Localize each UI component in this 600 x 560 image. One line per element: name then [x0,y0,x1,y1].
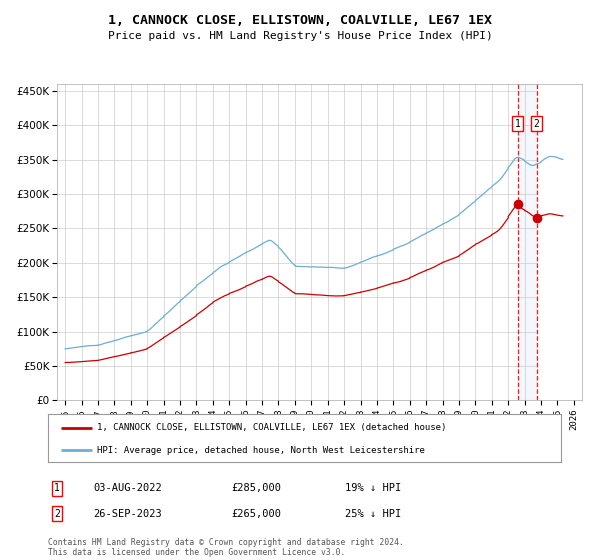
Text: 19% ↓ HPI: 19% ↓ HPI [345,483,401,493]
Text: 25% ↓ HPI: 25% ↓ HPI [345,508,401,519]
Text: HPI: Average price, detached house, North West Leicestershire: HPI: Average price, detached house, Nort… [97,446,425,455]
Text: Price paid vs. HM Land Registry's House Price Index (HPI): Price paid vs. HM Land Registry's House … [107,31,493,41]
Text: 1, CANNOCK CLOSE, ELLISTOWN, COALVILLE, LE67 1EX (detached house): 1, CANNOCK CLOSE, ELLISTOWN, COALVILLE, … [97,423,446,432]
Text: 2: 2 [54,508,60,519]
Text: 03-AUG-2022: 03-AUG-2022 [93,483,162,493]
Text: £265,000: £265,000 [231,508,281,519]
Bar [536,84,582,400]
Text: 1, CANNOCK CLOSE, ELLISTOWN, COALVILLE, LE67 1EX: 1, CANNOCK CLOSE, ELLISTOWN, COALVILLE, … [108,14,492,27]
Text: 2: 2 [533,119,539,129]
Bar [536,84,582,400]
Text: 26-SEP-2023: 26-SEP-2023 [93,508,162,519]
Bar [518,84,536,400]
Text: 1: 1 [515,119,521,129]
Text: £285,000: £285,000 [231,483,281,493]
Text: Contains HM Land Registry data © Crown copyright and database right 2024.
This d: Contains HM Land Registry data © Crown c… [48,538,404,557]
Text: 1: 1 [54,483,60,493]
